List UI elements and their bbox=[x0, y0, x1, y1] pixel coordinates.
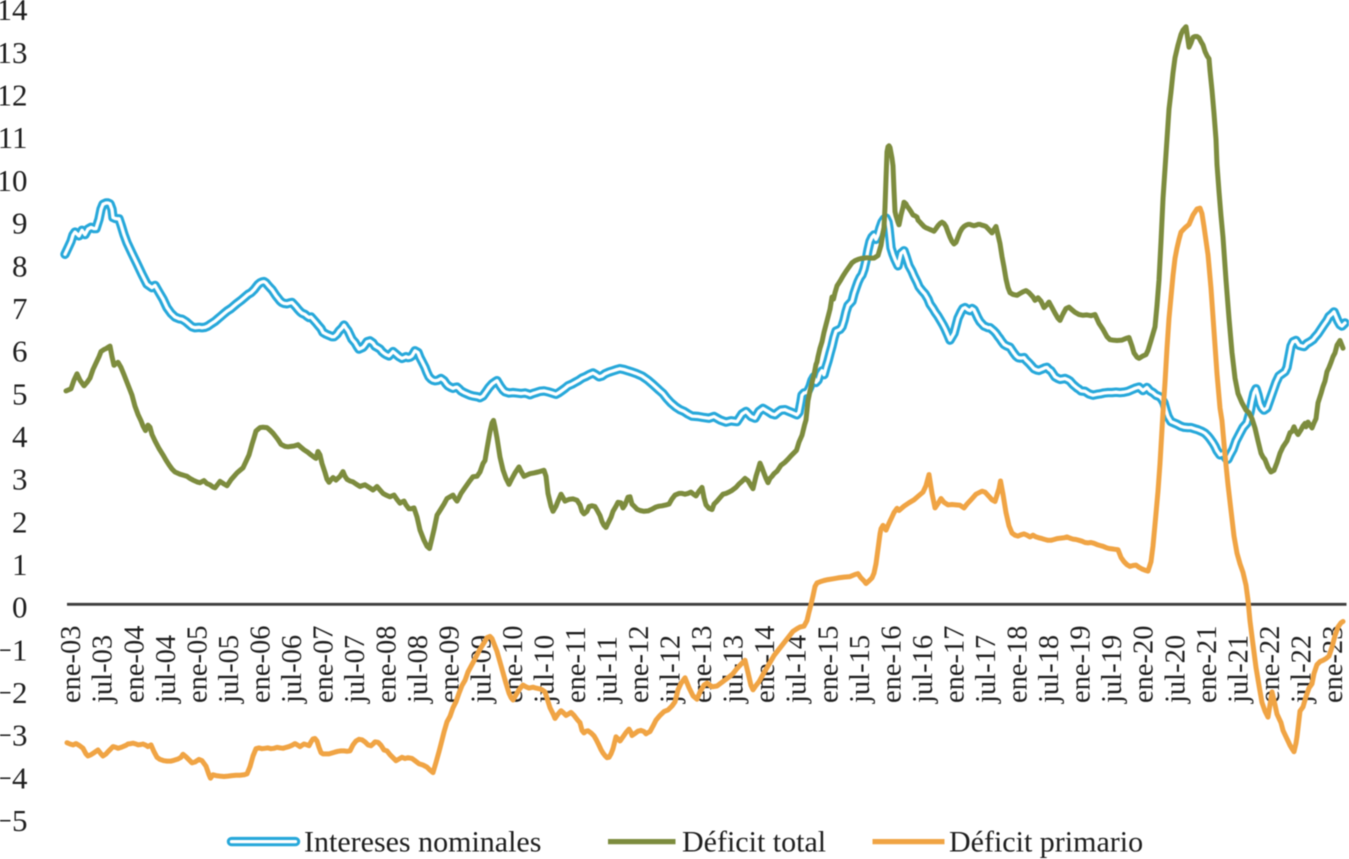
svg-text:ene-21: ene-21 bbox=[1192, 625, 1223, 703]
svg-text:jul-20: jul-20 bbox=[1160, 635, 1191, 704]
svg-text:9: 9 bbox=[12, 206, 28, 241]
svg-text:10: 10 bbox=[0, 163, 28, 198]
svg-text:0: 0 bbox=[12, 590, 28, 625]
svg-text:14: 14 bbox=[0, 0, 28, 27]
svg-text:1: 1 bbox=[12, 547, 28, 582]
svg-text:jul-07: jul-07 bbox=[340, 635, 371, 704]
svg-text:jul-08: jul-08 bbox=[403, 635, 434, 704]
svg-text:6: 6 bbox=[12, 334, 28, 369]
svg-text:ene-03: ene-03 bbox=[56, 625, 87, 703]
svg-text:4: 4 bbox=[12, 419, 28, 454]
svg-text:ene-11: ene-11 bbox=[561, 627, 592, 703]
svg-text:−3: −3 bbox=[0, 718, 28, 753]
svg-text:jul-19: jul-19 bbox=[1097, 635, 1128, 704]
svg-text:jul-14: jul-14 bbox=[782, 635, 813, 704]
svg-text:ene-04: ene-04 bbox=[119, 625, 150, 703]
svg-text:−2: −2 bbox=[0, 675, 28, 710]
svg-text:ene-17: ene-17 bbox=[940, 625, 971, 703]
svg-text:ene-05: ene-05 bbox=[182, 625, 213, 703]
svg-text:−4: −4 bbox=[0, 760, 28, 795]
svg-text:jul-18: jul-18 bbox=[1034, 635, 1065, 704]
svg-text:11: 11 bbox=[0, 120, 28, 155]
svg-text:8: 8 bbox=[12, 248, 28, 283]
svg-text:ene-18: ene-18 bbox=[1003, 625, 1034, 703]
svg-text:jul-21: jul-21 bbox=[1223, 635, 1254, 704]
svg-text:Intereses nominales: Intereses nominales bbox=[304, 826, 541, 859]
svg-text:Déficit primario: Déficit primario bbox=[949, 826, 1143, 859]
svg-text:5: 5 bbox=[12, 376, 28, 411]
svg-text:ene-15: ene-15 bbox=[813, 625, 844, 703]
svg-text:jul-03: jul-03 bbox=[88, 635, 119, 704]
svg-text:ene-12: ene-12 bbox=[624, 625, 655, 703]
svg-text:jul-06: jul-06 bbox=[277, 635, 308, 704]
svg-text:−1: −1 bbox=[0, 632, 28, 667]
svg-text:jul-22: jul-22 bbox=[1287, 635, 1318, 704]
svg-text:jul-12: jul-12 bbox=[656, 635, 687, 704]
svg-text:jul-11: jul-11 bbox=[593, 636, 624, 704]
svg-text:−5: −5 bbox=[0, 803, 28, 838]
svg-text:Déficit total: Déficit total bbox=[682, 826, 826, 859]
svg-text:jul-15: jul-15 bbox=[845, 635, 876, 704]
svg-text:3: 3 bbox=[12, 462, 28, 497]
svg-text:jul-16: jul-16 bbox=[908, 635, 939, 704]
svg-text:13: 13 bbox=[0, 35, 28, 70]
svg-text:2: 2 bbox=[12, 504, 28, 539]
svg-text:ene-07: ene-07 bbox=[309, 625, 340, 703]
svg-text:jul-05: jul-05 bbox=[214, 635, 245, 704]
svg-text:jul-17: jul-17 bbox=[971, 635, 1002, 704]
svg-text:jul-04: jul-04 bbox=[151, 635, 182, 704]
svg-text:ene-20: ene-20 bbox=[1129, 625, 1160, 703]
svg-text:ene-16: ene-16 bbox=[876, 625, 907, 703]
svg-text:7: 7 bbox=[12, 291, 28, 326]
svg-text:12: 12 bbox=[0, 78, 28, 113]
svg-text:ene-19: ene-19 bbox=[1066, 625, 1097, 703]
svg-text:ene-08: ene-08 bbox=[372, 625, 403, 703]
svg-text:ene-06: ene-06 bbox=[246, 625, 277, 703]
